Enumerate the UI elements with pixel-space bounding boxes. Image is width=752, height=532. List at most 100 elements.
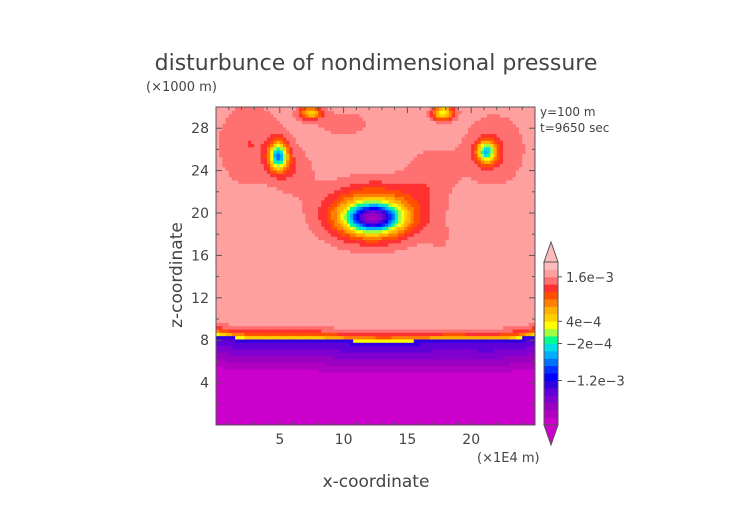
field-cell: [298, 110, 303, 115]
field-cell: [302, 381, 306, 386]
field-cell: [231, 282, 236, 287]
field-cell: [334, 226, 338, 231]
field-cell: [289, 415, 294, 419]
field-cell: [257, 239, 262, 244]
field-cell: [263, 256, 268, 260]
field-cell: [260, 342, 265, 347]
field-cell: [340, 222, 345, 227]
field-cell: [349, 372, 354, 376]
field-cell: [225, 176, 230, 181]
field-cell: [244, 295, 249, 300]
field-cell: [263, 302, 268, 307]
field-cell: [330, 411, 335, 416]
field-cell: [254, 322, 259, 327]
field-cell: [276, 252, 281, 257]
field-cell: [378, 176, 383, 181]
field-cell: [362, 309, 367, 313]
field-cell: [362, 242, 367, 247]
field-cell: [235, 381, 239, 386]
field-cell: [349, 405, 354, 410]
field-cell: [327, 282, 332, 287]
field-cell: [276, 186, 281, 191]
field-cell: [359, 411, 364, 416]
field-cell: [314, 309, 319, 313]
field-cell: [231, 236, 236, 241]
field-cell: [349, 110, 354, 115]
field-cell: [318, 408, 322, 413]
field-cell: [235, 275, 239, 280]
field-cell: [231, 107, 236, 111]
field-cell: [263, 186, 268, 191]
field-cell: [302, 391, 306, 396]
field-cell: [346, 236, 351, 241]
field-cell: [263, 249, 268, 254]
field-cell: [324, 358, 329, 363]
field-cell: [241, 239, 246, 244]
field-cell: [273, 421, 278, 425]
field-cell: [337, 153, 342, 158]
field-cell: [372, 156, 377, 161]
field-cell: [302, 421, 306, 425]
field-cell: [343, 110, 348, 115]
field-cell: [334, 299, 338, 304]
field-cell: [365, 395, 370, 400]
field-cell: [263, 391, 268, 396]
field-cell: [247, 203, 252, 207]
field-cell: [254, 199, 259, 204]
field-cell: [263, 282, 268, 287]
field-cell: [251, 328, 255, 333]
field-cell: [254, 365, 259, 370]
field-cell: [282, 289, 287, 294]
field-cell: [302, 232, 306, 237]
field-cell: [378, 259, 383, 264]
field-cell: [241, 279, 246, 284]
field-cell: [279, 239, 284, 244]
field-cell: [295, 372, 300, 376]
field-cell: [321, 189, 326, 194]
field-cell: [244, 169, 249, 174]
field-cell: [270, 120, 275, 125]
field-cell: [267, 143, 271, 148]
field-cell: [343, 405, 348, 410]
field-cell: [314, 156, 319, 161]
field-cell: [273, 299, 278, 304]
field-cell: [263, 123, 268, 128]
field-cell: [289, 345, 294, 350]
field-cell: [298, 266, 303, 270]
field-cell: [369, 415, 373, 419]
field-cell: [369, 302, 373, 307]
field-cell: [216, 385, 220, 390]
field-cell: [279, 143, 284, 148]
field-cell: [330, 123, 335, 128]
field-cell: [238, 136, 243, 141]
field-cell: [267, 345, 271, 350]
field-cell: [369, 236, 373, 241]
field-cell: [295, 262, 300, 267]
field-cell: [263, 183, 268, 188]
field-cell: [337, 362, 342, 366]
field-cell: [257, 401, 262, 406]
field-cell: [238, 368, 243, 373]
field-cell: [231, 322, 236, 327]
field-cell: [273, 116, 278, 121]
field-cell: [349, 163, 354, 168]
field-cell: [270, 309, 275, 313]
field-cell: [298, 368, 303, 373]
field-cell: [235, 408, 239, 413]
field-cell: [276, 365, 281, 370]
field-cell: [359, 325, 364, 330]
field-cell: [378, 189, 383, 194]
field-cell: [372, 229, 377, 234]
field-cell: [372, 246, 377, 251]
field-cell: [302, 222, 306, 227]
field-cell: [263, 415, 268, 419]
field-cell: [273, 305, 278, 310]
field-cell: [276, 325, 281, 330]
field-cell: [330, 275, 335, 280]
field-cell: [298, 143, 303, 148]
field-cell: [295, 375, 300, 380]
field-cell: [318, 252, 322, 257]
field-cell: [251, 133, 255, 138]
field-cell: [378, 232, 383, 237]
field-cell: [330, 395, 335, 400]
